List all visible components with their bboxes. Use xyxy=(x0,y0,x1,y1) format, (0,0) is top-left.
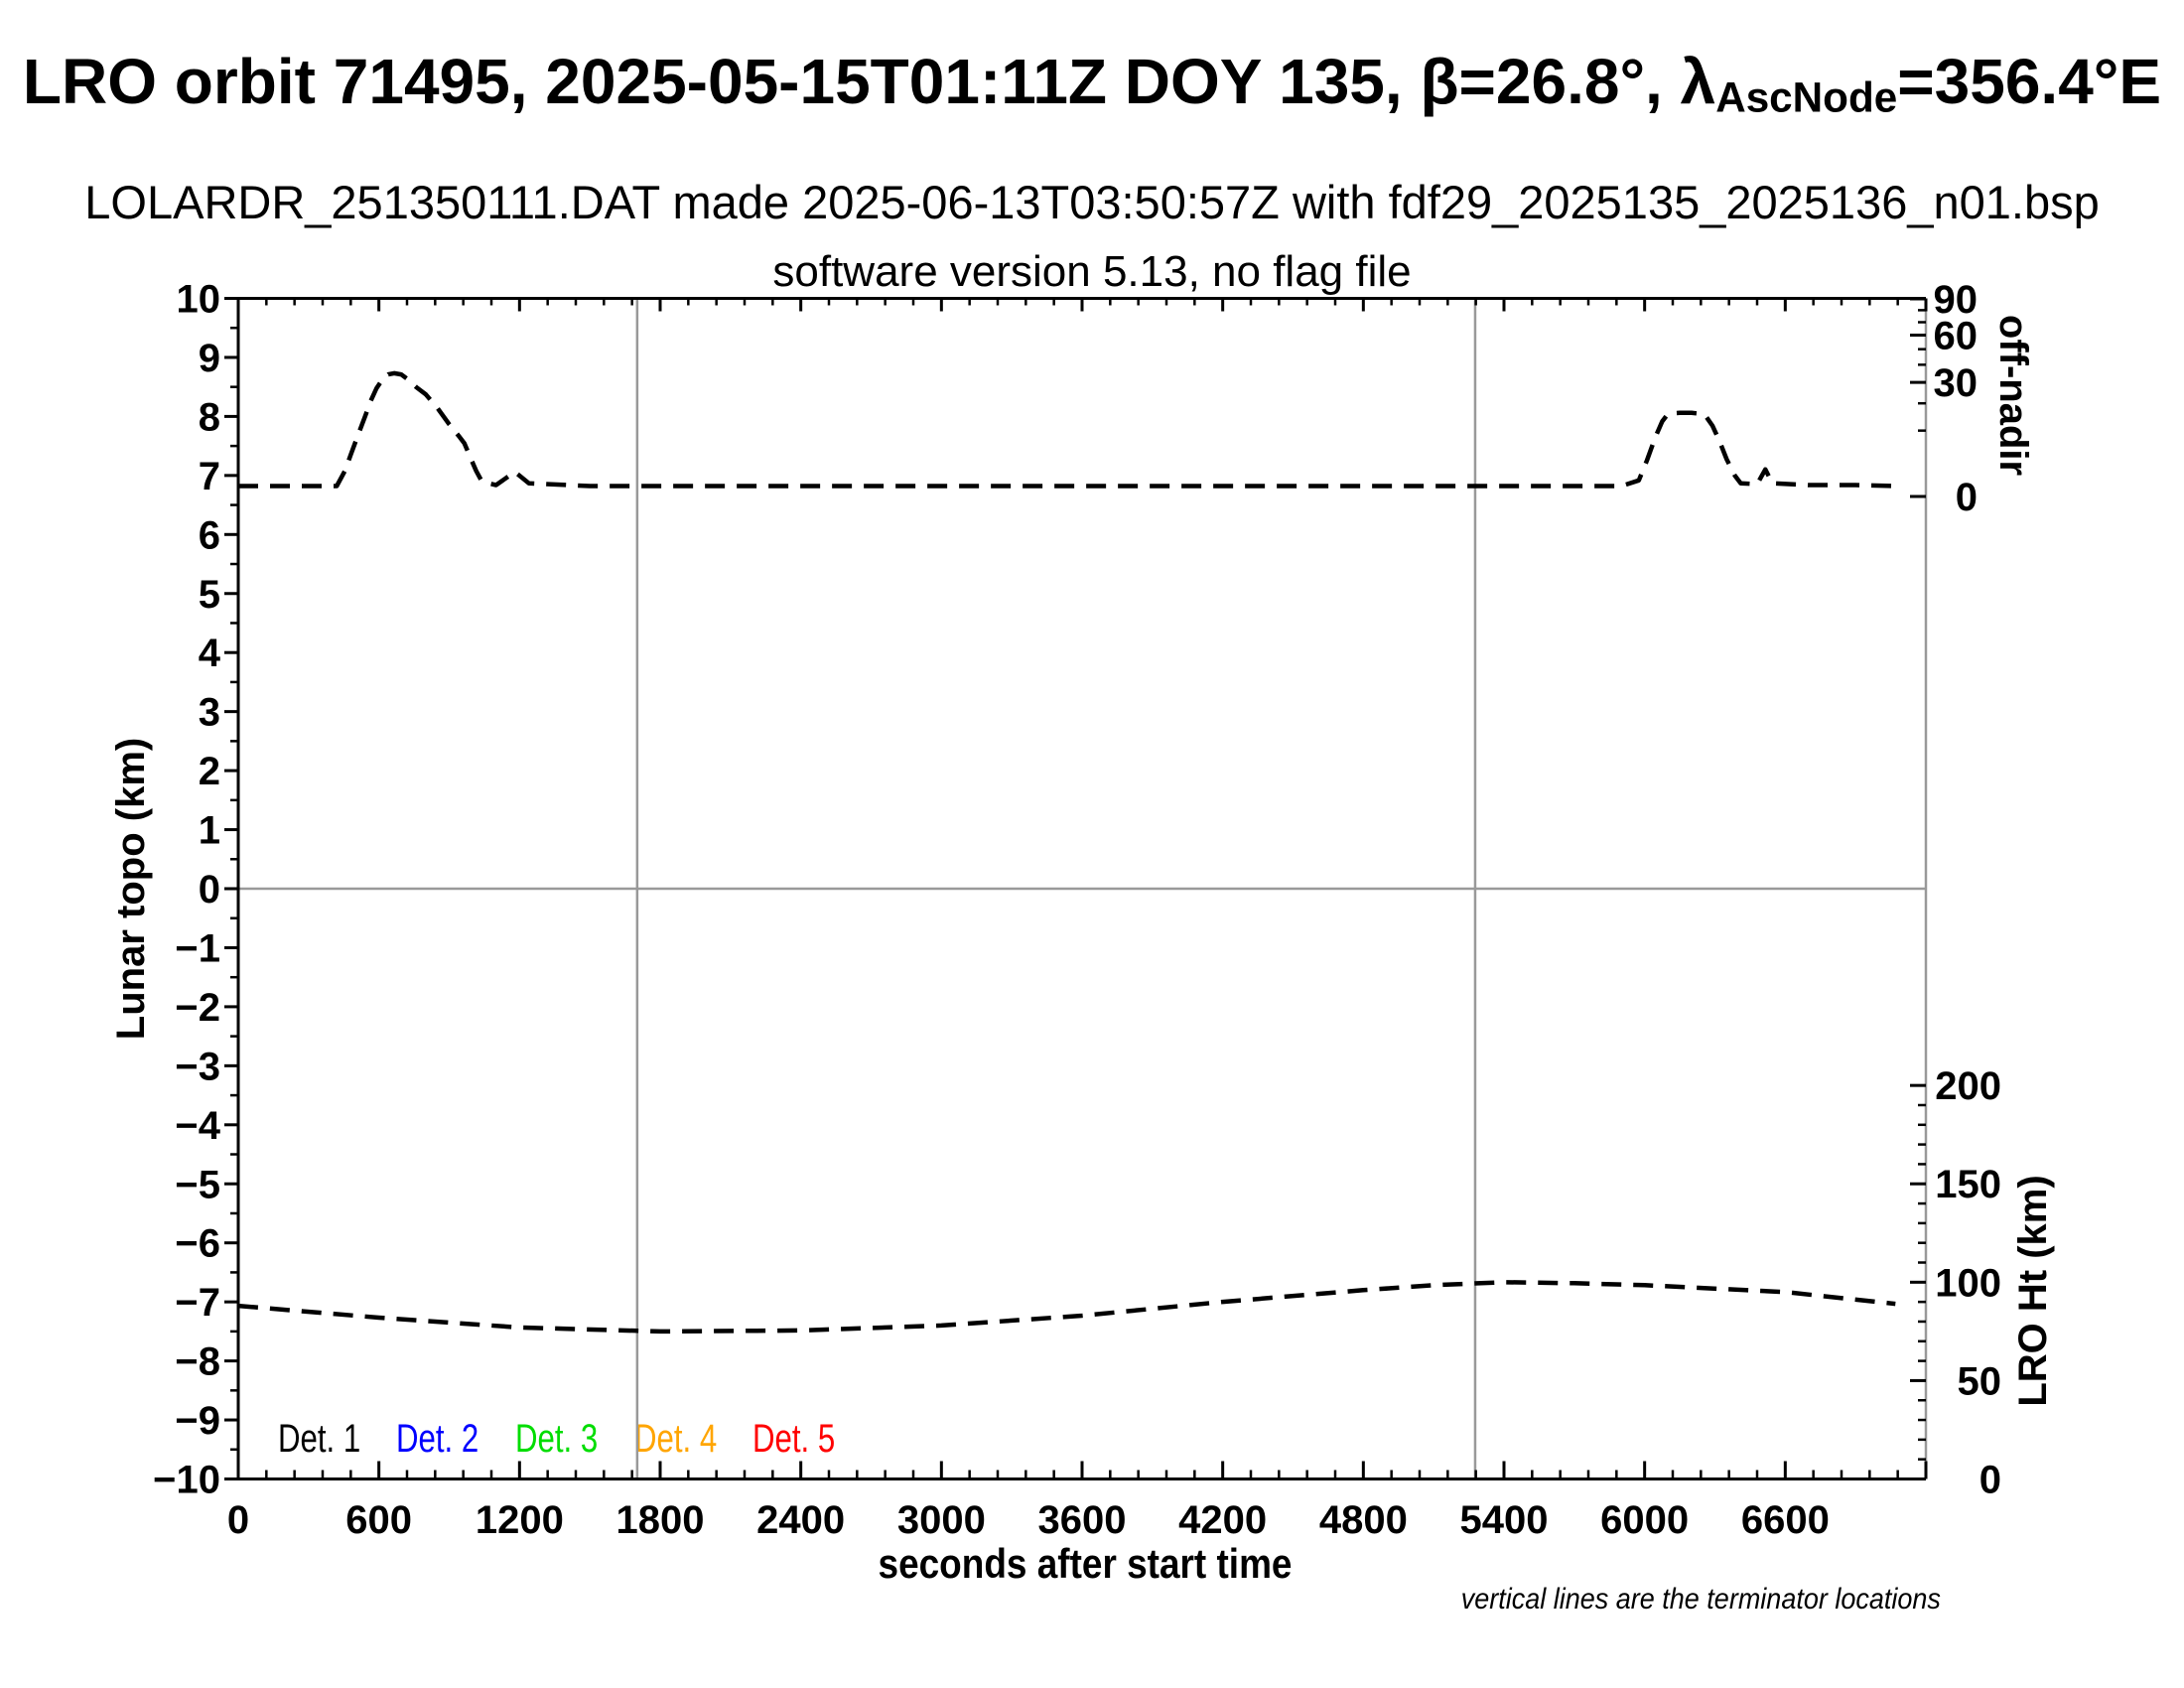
terminator-footnote: vertical lines are the terminator locati… xyxy=(1460,1583,1941,1616)
tick-label: −3 xyxy=(175,1045,220,1088)
tick-label: 3 xyxy=(199,691,220,735)
tick-label: 3000 xyxy=(897,1498,986,1542)
tick-label: 0 xyxy=(199,868,220,912)
title-prefix: LRO orbit 71495, 2025-05-15T01:11Z DOY 1… xyxy=(22,46,1716,117)
tick-label: 9 xyxy=(199,337,220,380)
tick-label: 1800 xyxy=(616,1498,705,1542)
tick-label: 7 xyxy=(199,455,220,498)
tick-label: 0 xyxy=(1956,476,1978,519)
reference-lines xyxy=(239,298,1925,1479)
tick-label: 60 xyxy=(1934,315,1979,358)
tick-label: 30 xyxy=(1934,361,1979,405)
tick-label: 3600 xyxy=(1038,1498,1127,1542)
x-axis-tick-labels: 0 600 1200 1800 2400 3000 3600 4200 4800 5400 6000… xyxy=(227,1498,1830,1542)
y-left-ticks xyxy=(224,297,238,1480)
tick-label: −8 xyxy=(175,1340,220,1384)
off-nadir-curve xyxy=(238,370,1896,489)
tick-label: −5 xyxy=(175,1163,220,1206)
tick-label: 150 xyxy=(1935,1163,2001,1206)
tick-label: 4200 xyxy=(1178,1498,1267,1542)
tick-label: 5 xyxy=(199,573,220,617)
tick-label: 50 xyxy=(1958,1359,2002,1403)
tick-label: 4800 xyxy=(1319,1498,1408,1542)
legend-item-det-5: Det. 5 xyxy=(752,1417,836,1461)
tick-label: −1 xyxy=(175,926,220,970)
legend-item-det-2: Det. 2 xyxy=(396,1417,479,1461)
tick-label: 6 xyxy=(199,513,220,557)
lro-height-curve xyxy=(238,1280,1896,1335)
subtitle-data-file: LOLARDR_251350111.DAT made 2025-06-13T03… xyxy=(84,176,2100,228)
lro-height-tick-labels: 200 150 100 50 0 xyxy=(1935,1064,2001,1501)
tick-label: −9 xyxy=(175,1399,220,1443)
legend-item-det-4: Det. 4 xyxy=(634,1417,718,1461)
tick-label: −7 xyxy=(175,1281,220,1325)
tick-label: 0 xyxy=(227,1498,249,1542)
tick-label: 6600 xyxy=(1741,1498,1830,1542)
tick-label: −6 xyxy=(175,1222,220,1266)
tick-label: 90 xyxy=(1934,278,1979,322)
tick-label: 10 xyxy=(177,278,221,322)
tick-label: 1 xyxy=(199,809,220,853)
tick-label: 1200 xyxy=(476,1498,564,1542)
lro-height-ticks xyxy=(1910,1083,1926,1480)
legend-item-det-1: Det. 1 xyxy=(278,1417,361,1461)
x-axis-title: seconds after start time xyxy=(878,1540,1293,1587)
page-title: LRO orbit 71495, 2025-05-15T01:11Z DOY 1… xyxy=(0,50,2184,119)
tick-label: 2400 xyxy=(756,1498,845,1542)
title-subscript: AscNode xyxy=(1715,73,1898,121)
tick-label: 100 xyxy=(1935,1261,2001,1305)
tick-label: −4 xyxy=(175,1104,220,1148)
tick-label: 200 xyxy=(1935,1064,2001,1108)
subtitle-software-version: software version 5.13, no flag file xyxy=(772,247,1412,296)
off-nadir-ticks xyxy=(1910,297,1926,498)
tick-label: 5400 xyxy=(1460,1498,1549,1542)
legend-item-det-3: Det. 3 xyxy=(515,1417,599,1461)
tick-label: 4 xyxy=(199,632,221,675)
tick-label: 8 xyxy=(199,395,220,439)
tick-label: 6000 xyxy=(1600,1498,1689,1542)
title-suffix: =356.4°E xyxy=(1897,46,2162,117)
tick-label: −2 xyxy=(175,986,220,1030)
tick-label: 0 xyxy=(1979,1459,2001,1502)
tick-label: 600 xyxy=(345,1498,412,1542)
tick-label: 2 xyxy=(199,750,220,793)
tick-label: −10 xyxy=(153,1459,220,1502)
x-axis-ticks xyxy=(236,298,1928,1479)
